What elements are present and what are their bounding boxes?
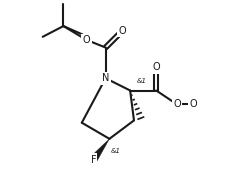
Text: F: F <box>91 155 96 165</box>
Text: O: O <box>119 26 126 36</box>
Text: O: O <box>153 62 160 73</box>
Text: &1: &1 <box>111 148 121 154</box>
Text: &1: &1 <box>137 78 147 84</box>
Text: N: N <box>102 73 109 83</box>
Text: O: O <box>173 99 181 109</box>
Text: O: O <box>189 99 197 109</box>
Text: O: O <box>83 35 90 45</box>
Polygon shape <box>90 139 109 162</box>
